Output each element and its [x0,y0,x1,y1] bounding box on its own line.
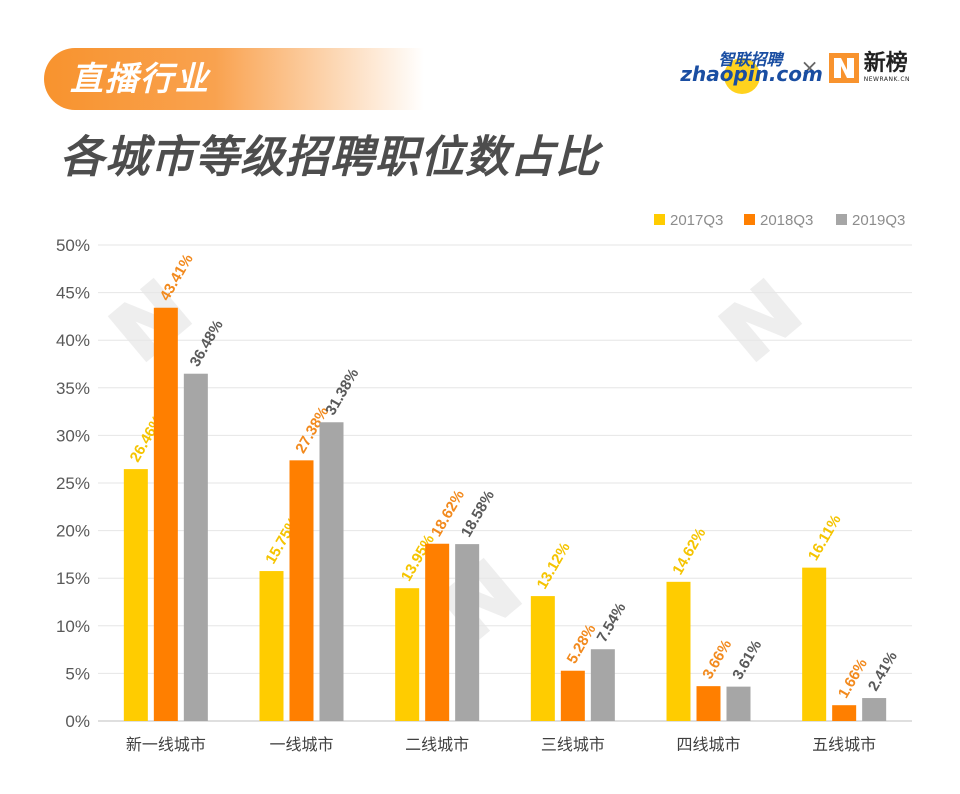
zhaopin-logo: 智联招聘 zhaopin.com [680,50,823,94]
y-tick-label: 5% [65,664,90,683]
bar [590,649,615,721]
y-tick-label: 15% [56,569,90,588]
bar [319,422,344,721]
bar [455,544,480,721]
bar [153,307,178,721]
watermark-icon [717,277,803,363]
data-label: 31.38% [322,366,362,419]
newrank-logo-cn: 新榜 [863,51,908,76]
watermark-shape [107,277,193,363]
data-label: 43.41% [157,251,197,304]
zhaopin-logo-en: zhaopin.com [680,62,823,86]
bar [666,581,691,721]
x-tick-label: 二线城市 [405,735,469,754]
cross-icon: × [800,55,819,81]
y-tick-label: 30% [56,426,90,445]
y-tick-label: 40% [56,331,90,350]
data-label: 3.61% [729,637,765,682]
y-tick-label: 20% [56,522,90,541]
newrank-logo-en: NEWRANK.CN [863,76,910,83]
legend-swatch [744,214,755,225]
zhaopin-logo-circle [724,58,761,94]
bar [832,705,857,721]
legend-swatch [654,214,665,225]
x-tick-label: 五线城市 [812,735,876,754]
data-label: 36.48% [187,317,227,370]
legend-label: 2018Q3 [760,212,813,229]
bar [726,686,751,721]
data-label: 1.66% [835,656,871,701]
y-tick-label: 25% [56,474,90,493]
bar [289,460,314,721]
bar [259,571,284,721]
data-label: 2.41% [865,649,901,694]
partner-logos: 智联招聘 zhaopin.com × 新榜 NEWRANK.CN [680,48,910,94]
data-label: 14.62% [669,525,709,578]
y-tick-label: 0% [65,712,90,731]
watermark-shape [717,277,803,363]
zhaopin-logo-cn: 智联招聘 [718,50,783,69]
bar [425,543,450,721]
watermark-icon [107,277,193,363]
industry-tag-background [44,48,424,110]
x-tick-label: 三线城市 [541,735,605,754]
bar [530,596,555,721]
bar [802,567,827,721]
bar [395,588,420,721]
y-tick-label: 50% [56,236,90,255]
x-tick-label: 新一线城市 [126,735,206,754]
chart-title: 各城市等级招聘职位数占比 [60,132,600,183]
data-label: 7.54% [594,600,630,645]
newrank-mark-icon [828,53,859,83]
industry-tag: 直播行业 [70,59,210,98]
bar [123,469,148,721]
data-label: 13.12% [534,540,574,593]
x-tick-label: 四线城市 [676,735,740,754]
y-tick-label: 45% [56,284,90,303]
legend-swatch [836,214,847,225]
bar [696,686,721,721]
y-tick-label: 35% [56,379,90,398]
newrank-logo: 新榜 NEWRANK.CN [828,51,910,83]
watermark-shape [437,557,523,643]
legend-label: 2017Q3 [670,212,723,229]
bar [183,373,208,721]
y-tick-label: 10% [56,617,90,636]
watermark-icon [437,557,523,643]
bar [862,698,887,721]
x-tick-label: 一线城市 [269,735,333,754]
data-label: 16.11% [805,512,845,564]
bar [560,670,585,721]
legend-label: 2019Q3 [852,212,905,229]
